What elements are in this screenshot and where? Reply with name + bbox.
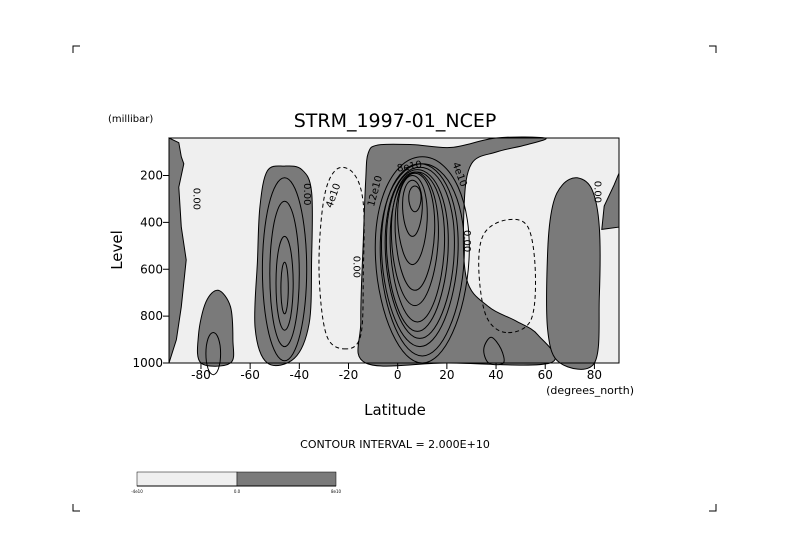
- contour-interval-note: CONTOUR INTERVAL = 2.000E+10: [300, 438, 490, 451]
- contour-lines: [205, 156, 537, 376]
- plot-frame: [168, 137, 620, 364]
- colorbar: -4e10 0.0 8e10: [131, 471, 342, 494]
- contour-line-central: [379, 163, 465, 357]
- contour-line-southern-low: [205, 331, 222, 376]
- x-tick-label: 40: [488, 368, 503, 382]
- contour-line-central: [374, 156, 470, 364]
- y-tick-label: 200: [140, 169, 163, 183]
- contour-label: 0.00: [301, 183, 312, 205]
- contour-line-southern: [261, 177, 308, 362]
- contour-line-central: [402, 179, 423, 237]
- contour-line-central: [385, 169, 449, 332]
- contour-line-central: [397, 174, 428, 266]
- y-axis-title: Level: [108, 230, 126, 270]
- contour-line-central: [380, 163, 459, 348]
- colorbar-label-min: -4e10: [131, 489, 143, 494]
- x-tick-label: -80: [191, 368, 211, 382]
- contour-line-central: [389, 171, 446, 323]
- x-tick-label: 80: [587, 368, 602, 382]
- corner-marks: [72, 45, 717, 512]
- contour-label: 8e10: [396, 160, 423, 175]
- x-axis: -80 -60 -40 -20 0 20 40 60 80: [191, 363, 602, 382]
- x-tick-label: -60: [240, 368, 260, 382]
- contour-label: 0.00: [461, 230, 472, 252]
- contour-line-central: [384, 166, 455, 339]
- x-tick-label: -20: [339, 368, 359, 382]
- fill-west-edge: [168, 137, 187, 364]
- colorbar-negative: [136, 471, 238, 487]
- contour-label: 0.00: [191, 188, 202, 210]
- y-tick-label: 800: [140, 309, 163, 323]
- y-units-label: (millibar): [108, 114, 153, 125]
- y-axis: 200 400 600 800 1000: [132, 169, 169, 370]
- fill-northeast-tongue: [601, 173, 620, 230]
- x-axis-units: (degrees_north): [546, 384, 634, 397]
- fill-central-cell: [357, 136, 556, 367]
- contour-label: 0.00: [350, 256, 361, 278]
- fill-southern-cell: [254, 165, 313, 367]
- x-tick-label: -40: [290, 368, 310, 382]
- contour-line-southern: [269, 200, 300, 348]
- colorbar-label-zero: 0.0: [234, 489, 241, 494]
- fill-northern-cell: [546, 177, 601, 370]
- contour-line-southern: [275, 235, 294, 331]
- x-tick-label: 0: [394, 368, 402, 382]
- contour-line-central: [408, 185, 422, 213]
- fill-small-island: [483, 336, 505, 366]
- contour-line-negative-south: [318, 166, 365, 350]
- x-tick-label: 60: [538, 368, 553, 382]
- contour-line-central: [394, 172, 436, 291]
- y-tick-label: 400: [140, 215, 163, 229]
- y-tick-label: 600: [140, 262, 163, 276]
- colorbar-label-max: 8e10: [331, 489, 342, 494]
- x-tick-label: 20: [439, 368, 454, 382]
- y-tick-label: 1000: [132, 356, 163, 370]
- chart-title: STRM_1997-01_NCEP: [294, 110, 497, 132]
- contour-line-central: [390, 171, 439, 307]
- x-axis-title: Latitude: [364, 401, 426, 419]
- contour-label: 0.00: [591, 181, 602, 203]
- colorbar-positive: [236, 471, 337, 487]
- contour-line-negative-north: [478, 218, 537, 334]
- contour-line-southern: [280, 261, 289, 315]
